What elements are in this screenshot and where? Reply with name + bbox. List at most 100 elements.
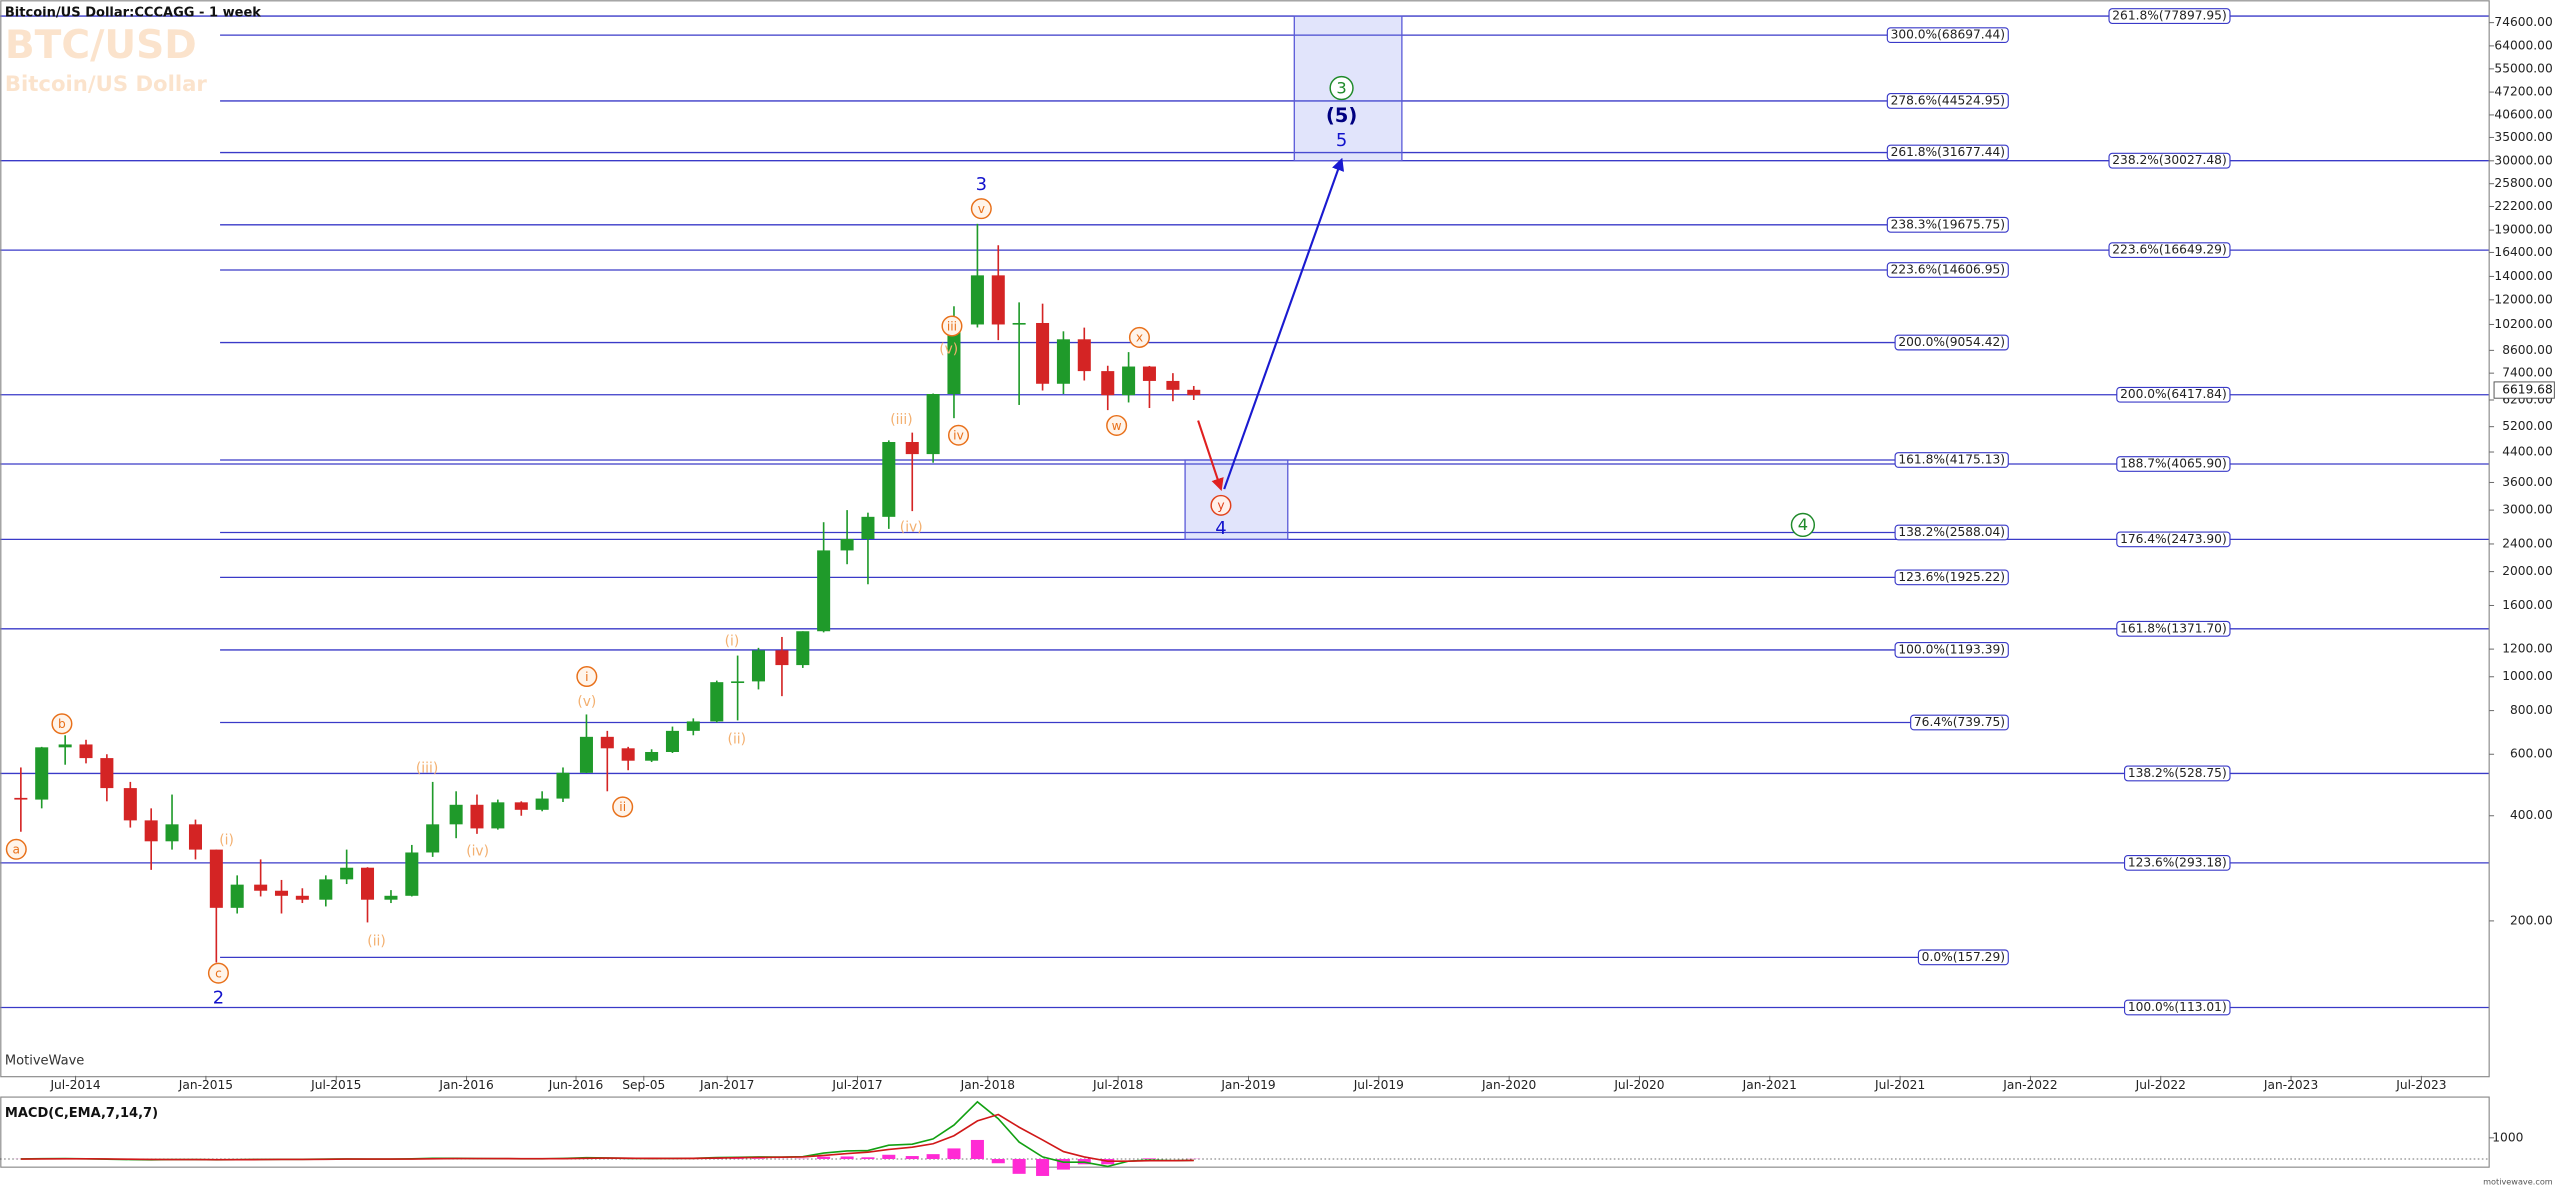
footer-logo: motivewave.com — [2483, 1176, 2553, 1186]
wave-circle — [1329, 75, 1354, 101]
x-tick-label: Jul-2015 — [310, 1078, 361, 1092]
candle-body — [254, 884, 268, 891]
x-tick-label: Jul-2019 — [1353, 1078, 1404, 1092]
candle-body — [861, 516, 875, 539]
candle-body — [1056, 339, 1070, 384]
y-tick-label: 30000.00 — [2494, 153, 2552, 167]
wave-circle — [947, 424, 970, 446]
histogram-bar — [970, 1139, 984, 1160]
wave-circle — [1210, 494, 1232, 516]
candle-body — [165, 824, 179, 842]
candle-body — [514, 802, 528, 810]
wave-label: i — [585, 670, 588, 684]
target-box — [1184, 459, 1289, 541]
candle-body — [970, 275, 984, 325]
candle-body — [1101, 371, 1115, 396]
y-tick-label: 47200.00 — [2494, 85, 2552, 99]
y-tick-label: 16400.00 — [2494, 245, 2552, 259]
x-tick-label: Jan-2023 — [2263, 1078, 2318, 1092]
wave-circle — [51, 713, 73, 735]
candle-body — [1166, 380, 1180, 390]
fib-label-box — [1894, 334, 2009, 351]
x-tick-label: Jan-2016 — [438, 1078, 493, 1092]
candle-body — [991, 275, 1005, 325]
candle-body — [230, 884, 244, 908]
histogram-bar — [882, 1154, 896, 1160]
candle-body — [947, 324, 961, 394]
wave-label: iii — [947, 319, 957, 333]
candle-body — [840, 538, 854, 551]
x-tick-label: Jun-2016 — [548, 1078, 604, 1092]
y-tick-label: 14000.00 — [2494, 269, 2552, 283]
wave-label: (i) — [219, 832, 234, 848]
fib-label: 223.6%(16649.29) — [2112, 243, 2226, 257]
candle-body — [1187, 389, 1201, 396]
fib-label: 161.8%(4175.13) — [1898, 452, 2005, 466]
x-tick-label: Jan-2017 — [699, 1078, 754, 1092]
wave-label: c — [215, 966, 222, 980]
candle-body — [188, 824, 203, 850]
fib-label-box — [2116, 531, 2231, 548]
indicator-frame — [0, 1096, 2490, 1168]
candle-body — [340, 867, 354, 880]
y-tick-label: 5200.00 — [2502, 419, 2553, 433]
fib-label: 188.7%(4065.90) — [2120, 456, 2227, 470]
histogram-bar — [751, 1158, 765, 1160]
wave-label: 3 — [1336, 78, 1346, 97]
histogram-bar — [817, 1156, 831, 1160]
y-tick-label: 74600.00 — [2494, 15, 2552, 29]
histogram-bar — [1012, 1159, 1026, 1174]
x-tick-label: Jul-2021 — [1874, 1078, 1925, 1092]
fib-label: 200.0%(6417.84) — [2120, 387, 2227, 401]
candle-body — [1036, 322, 1050, 384]
wave-label: (iv) — [466, 844, 489, 860]
candle-body — [470, 804, 484, 829]
candle-body — [621, 748, 635, 761]
plot-frame — [0, 0, 2490, 1078]
fib-label: 238.2%(30027.48) — [2112, 153, 2226, 167]
wave-label: (v) — [939, 342, 958, 358]
wave-label: (ii) — [367, 933, 386, 949]
wave-label: (5) — [1326, 104, 1357, 127]
annotation-layer: 3 v iii (v) iv (iii) (iv) x w y 4 3 (5) 5 4 i (v) ii (i) (i… — [5, 75, 1816, 1008]
y-tick-label: 25800.00 — [2494, 176, 2552, 190]
y-tick-label: 400.00 — [2510, 808, 2553, 822]
candle-body — [123, 788, 137, 821]
y-tick-label: 7400.00 — [2502, 366, 2553, 380]
fib-label-box — [2108, 242, 2231, 259]
wave-label: iv — [953, 429, 964, 443]
wave-label: a — [13, 843, 20, 857]
candle-body — [710, 682, 724, 722]
wave-label: 4 — [1798, 515, 1808, 534]
x-tick-label: Sep-05 — [622, 1078, 665, 1092]
wave-circle — [970, 198, 992, 220]
x-tick-label: Jan-2022 — [2002, 1078, 2057, 1092]
wave-label: w — [1112, 419, 1122, 433]
fib-label: 161.8%(1371.70) — [2120, 621, 2227, 635]
fib-label: 138.2%(528.75) — [2128, 766, 2227, 780]
wave-label: 3 — [976, 174, 987, 195]
histogram-bar — [1142, 1158, 1156, 1160]
y-tick-label: 2400.00 — [2502, 536, 2553, 550]
fib-label-box — [1886, 93, 2009, 109]
histogram-bar — [840, 1156, 854, 1160]
y-tick-label: 10200.00 — [2494, 317, 2552, 331]
fib-label-box — [2108, 8, 2231, 24]
last-price-box — [2493, 381, 2555, 399]
x-tick-label: Jul-2017 — [831, 1078, 882, 1092]
fib-label-box — [1894, 642, 2009, 658]
candle-body — [491, 802, 505, 829]
candle-body — [209, 849, 223, 908]
fib-label-box — [2116, 620, 2231, 637]
candle-body — [645, 751, 659, 761]
candle-body — [905, 442, 919, 455]
x-tick-label: Jan-2020 — [1481, 1078, 1536, 1092]
fib-label-box — [1886, 27, 2009, 44]
candle-body — [426, 824, 440, 853]
y-tick-label: 1000.00 — [2502, 669, 2553, 683]
x-tick-label: Jul-2022 — [2135, 1078, 2186, 1092]
fib-label: 200.0%(9054.42) — [1898, 335, 2005, 349]
candle-body — [817, 550, 831, 632]
x-tick-label: Jul-2023 — [2395, 1078, 2446, 1092]
